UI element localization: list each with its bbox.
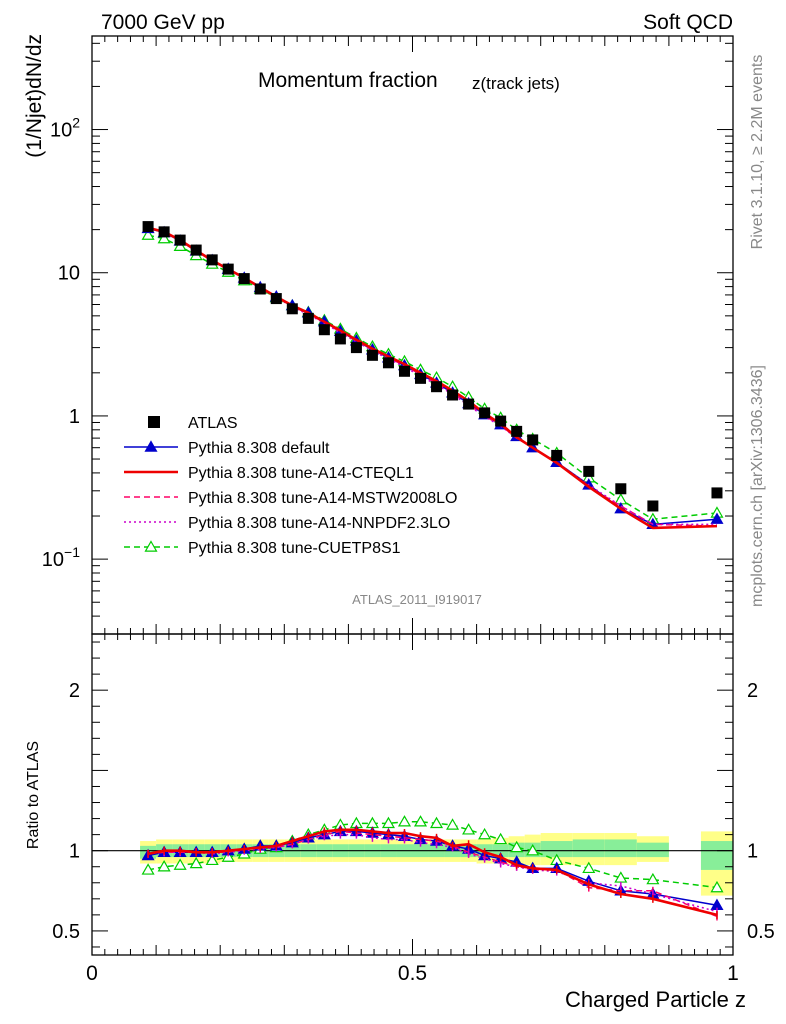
atlas-data-point bbox=[463, 398, 475, 410]
legend-label: Pythia 8.308 tune-CUETP8S1 bbox=[188, 540, 401, 557]
x-tick-label: 1 bbox=[727, 962, 739, 985]
main-title: Momentum fraction bbox=[258, 69, 438, 92]
ratio-series-point bbox=[413, 815, 428, 827]
atlas-data-point bbox=[551, 449, 563, 461]
ratio-series-point bbox=[526, 843, 540, 856]
main-y-tick-label: 10 bbox=[58, 263, 80, 285]
atlas-data-point bbox=[190, 244, 202, 256]
legend-label: Pythia 8.308 tune-A14-MSTW2008LO bbox=[188, 490, 457, 507]
ratio-series-point bbox=[141, 863, 155, 875]
legend-label: ATLAS bbox=[188, 415, 238, 432]
ratio-series-point bbox=[381, 816, 395, 829]
x-axis-label: Charged Particle z bbox=[565, 987, 746, 1012]
ratio-series-point bbox=[478, 827, 492, 840]
ratio-y-tick-label-left: 2 bbox=[69, 680, 80, 702]
ratio-series-point bbox=[157, 860, 171, 872]
ratio-series-point bbox=[582, 861, 596, 874]
atlas-data-point bbox=[238, 273, 250, 285]
legend-label: Pythia 8.308 tune-A14-CTEQL1 bbox=[188, 465, 414, 482]
atlas-data-point bbox=[511, 425, 523, 437]
atlas-data-point bbox=[254, 283, 266, 295]
ratio-series-point bbox=[510, 840, 524, 853]
atlas-data-point bbox=[711, 487, 723, 499]
rivet-version-label: Rivet 3.1.10, ≥ 2.2M events bbox=[749, 55, 766, 250]
atlas-data-point bbox=[647, 500, 659, 512]
atlas-data-point bbox=[415, 372, 427, 384]
atlas-data-point bbox=[222, 263, 234, 275]
atlas-data-point bbox=[350, 342, 362, 354]
atlas-data-point bbox=[495, 415, 507, 427]
atlas-data-point bbox=[431, 381, 443, 393]
atlas-data-point bbox=[174, 234, 186, 246]
ratio-y-tick-label-left: 0.5 bbox=[52, 921, 80, 943]
atlas-data-point bbox=[527, 434, 539, 446]
band-inner-29 bbox=[700, 841, 733, 870]
ratio-series-point bbox=[430, 816, 444, 829]
legend-marker bbox=[144, 540, 158, 552]
atlas-data-point bbox=[158, 226, 170, 238]
atlas-data-point bbox=[142, 221, 154, 233]
legend-label: Pythia 8.308 tune-A14-NNPDF2.3LO bbox=[188, 515, 450, 532]
legend-marker bbox=[144, 440, 158, 452]
ratio-y-tick-label-left: 1 bbox=[69, 841, 80, 863]
atlas-data-point bbox=[382, 357, 394, 369]
header-left-label: 7000 GeV pp bbox=[101, 11, 225, 34]
ratio-y-tick-label-right: 0.5 bbox=[747, 921, 775, 943]
atlas-data-point bbox=[366, 349, 378, 361]
ratio-y-tick-label-right: 1 bbox=[747, 841, 758, 863]
main-y-tick-label: 102 bbox=[50, 115, 80, 142]
ratio-series-point bbox=[446, 818, 460, 830]
ratio-series-point bbox=[173, 858, 187, 870]
ratio-series-point bbox=[397, 815, 412, 827]
atlas-data-point bbox=[447, 389, 459, 401]
atlas-data-point bbox=[615, 483, 627, 495]
ratio-plot-frame bbox=[91, 633, 734, 956]
main-title-sub: z(track jets) bbox=[472, 74, 560, 93]
atlas-data-point bbox=[318, 324, 330, 336]
x-tick-label: 0.5 bbox=[398, 962, 427, 985]
header-right-label: Soft QCD bbox=[643, 11, 733, 34]
atlas-data-point bbox=[479, 407, 491, 419]
ratio-y-axis-label: Ratio to ATLAS bbox=[25, 741, 42, 849]
atlas-data-point bbox=[583, 465, 595, 477]
ratio-series-point bbox=[189, 856, 203, 869]
atlas-data-point bbox=[206, 254, 218, 266]
atlas-data-point bbox=[286, 303, 298, 315]
ratio-series-point bbox=[494, 832, 508, 845]
ratio-series-point bbox=[221, 850, 235, 862]
ratio-series-point bbox=[462, 823, 476, 835]
atlas-data-point bbox=[334, 333, 346, 345]
main-y-axis-label: (1/Njet)dN/dz bbox=[23, 34, 46, 158]
main-y-tick-label: 1 bbox=[69, 406, 80, 428]
main-series-point bbox=[710, 512, 724, 524]
main-series-line bbox=[147, 227, 717, 526]
mcplots-label: mcplots.cern.ch [arXiv:1306.3436] bbox=[749, 365, 766, 607]
main-series-point bbox=[157, 231, 171, 244]
ratio-series-line bbox=[147, 828, 718, 917]
band-inner-25 bbox=[540, 841, 573, 858]
atlas-data-point bbox=[302, 312, 314, 324]
atlas-data-point bbox=[270, 293, 282, 305]
legend-marker-atlas bbox=[148, 416, 160, 428]
legend: ATLAS Pythia 8.308 default Pythia 8.308 tu… bbox=[124, 415, 457, 557]
x-tick-label: 0 bbox=[86, 962, 98, 985]
legend-label: Pythia 8.308 default bbox=[188, 440, 330, 457]
main-y-tick-label: 10−1 bbox=[42, 544, 80, 571]
band-inner-27 bbox=[604, 839, 637, 858]
analysis-watermark: ATLAS_2011_I919017 bbox=[352, 592, 482, 607]
ratio-series-point bbox=[710, 880, 724, 893]
ratio-series-point bbox=[205, 853, 219, 866]
ratio-series-point bbox=[646, 872, 660, 885]
axis-ticks: 10−1 1 10 102 0 0.5 1 0.5 0.5 1 1 2 2 bbox=[42, 36, 775, 985]
main-series-point bbox=[141, 228, 155, 240]
ratio-series bbox=[141, 815, 724, 921]
band-inner-28 bbox=[636, 842, 669, 858]
band-inner-26 bbox=[572, 839, 605, 858]
ratio-y-tick-label-right: 2 bbox=[747, 680, 758, 702]
main-series bbox=[141, 221, 724, 530]
atlas-data-point bbox=[398, 365, 410, 377]
